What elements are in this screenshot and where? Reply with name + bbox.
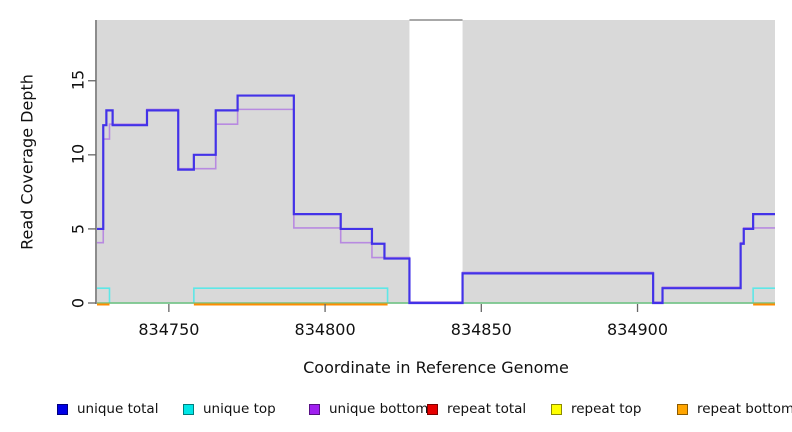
legend-item-repeat-bottom: repeat bottom <box>677 399 792 419</box>
x-axis-title: Coordinate in Reference Genome <box>303 358 569 377</box>
legend-label: repeat top <box>571 401 642 417</box>
x-tick-label: 834850 <box>450 320 512 339</box>
legend: unique total unique top unique bottom re… <box>0 399 792 423</box>
legend-item-repeat-top: repeat top <box>551 399 641 419</box>
unique-top-swatch-icon <box>183 403 194 415</box>
x-tick-label: 834900 <box>606 320 669 339</box>
x-tick-label: 834800 <box>294 320 356 339</box>
legend-label: repeat total <box>447 401 527 417</box>
legend-item-unique-bottom: unique bottom <box>309 399 428 419</box>
legend-label: unique top <box>203 401 276 417</box>
legend-item-unique-top: unique top <box>183 399 276 419</box>
repeat-bottom-swatch-icon <box>677 403 688 415</box>
legend-label: unique bottom <box>329 401 429 417</box>
x-tick-label: 834750 <box>138 320 200 339</box>
legend-item-repeat-total: repeat total <box>427 399 526 419</box>
legend-label: repeat bottom <box>697 401 792 417</box>
repeat-total-swatch-icon <box>427 403 438 415</box>
unique-total-swatch-icon <box>57 403 68 415</box>
legend-item-unique-total: unique total <box>57 399 158 419</box>
legend-label: unique total <box>77 401 159 417</box>
repeat-top-swatch-icon <box>551 403 562 415</box>
unique-bottom-swatch-icon <box>309 403 320 415</box>
